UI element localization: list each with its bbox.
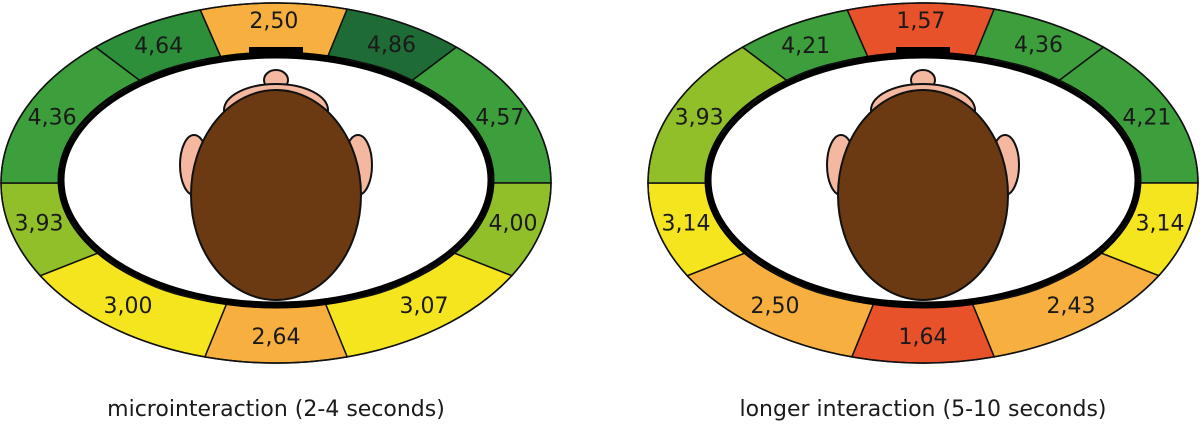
- segment-value: 2,50: [249, 9, 298, 34]
- seat-arc: [70, 59, 207, 139]
- seat-arc: [345, 221, 482, 301]
- segment-value: 3,93: [14, 211, 63, 236]
- display-marker: [896, 47, 950, 56]
- outer-outline: [647, 2, 1199, 364]
- segment-value: 3,93: [675, 106, 724, 131]
- segment-value: 4,21: [781, 34, 830, 59]
- segment-value: 1,64: [899, 325, 948, 350]
- segment-value: 4,36: [28, 106, 77, 131]
- segment-value: 4,00: [489, 211, 538, 236]
- seat-arc: [717, 59, 854, 139]
- segment-value: 4,21: [1122, 106, 1171, 131]
- panel: 1,57 4,36 4,21 3,14 2,43 1,64 2,50 3,14 3,93 4,21…: [647, 2, 1199, 422]
- seat-arc: [717, 221, 854, 301]
- seat-arc: [345, 59, 482, 139]
- caption: microinteraction (2-4 seconds): [107, 397, 445, 422]
- hair: [190, 89, 362, 301]
- segment-value: 4,64: [134, 34, 183, 59]
- segment-value: 3,14: [661, 211, 710, 236]
- hair: [837, 89, 1009, 301]
- outer-outline: [0, 2, 552, 364]
- segment-value: 4,36: [1014, 33, 1063, 58]
- seat-arc: [992, 59, 1129, 139]
- segment-value: 3,07: [400, 294, 449, 319]
- segment-value: 1,57: [896, 9, 945, 34]
- segment-value: 2,64: [252, 325, 301, 350]
- segment-value: 3,00: [103, 294, 152, 319]
- segment-value: 2,43: [1047, 294, 1096, 319]
- seat-arc: [992, 221, 1129, 301]
- display-marker: [249, 47, 303, 56]
- segment-value: 4,57: [475, 106, 524, 131]
- panel: 2,50 4,86 4,57 4,00 3,07 2,64 3,00 3,93 4,36 4,64…: [0, 2, 552, 422]
- segment-value: 3,14: [1136, 211, 1185, 236]
- segment-value: 2,50: [750, 294, 799, 319]
- caption: longer interaction (5-10 seconds): [739, 397, 1106, 422]
- segment-value: 4,86: [367, 33, 416, 58]
- seat-arc: [70, 221, 207, 301]
